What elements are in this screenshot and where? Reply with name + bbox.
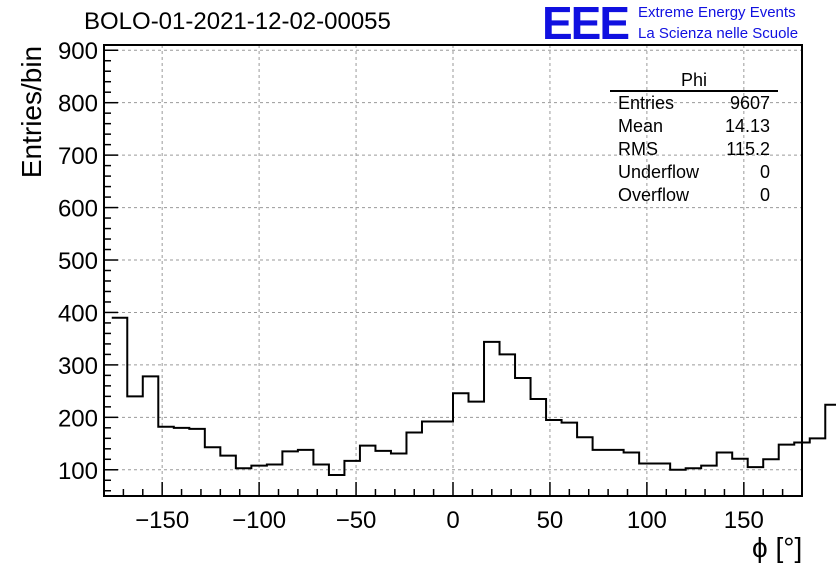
histogram-bin: [189, 429, 205, 496]
stats-row-overflow: Overflow 0: [610, 184, 778, 207]
stats-row-entries: Entries 9607: [610, 92, 778, 115]
stats-value: 14.13: [724, 116, 770, 136]
x-tick-label: 150: [724, 507, 764, 534]
histogram-bin: [515, 378, 531, 496]
y-tick-label: 800: [58, 91, 98, 118]
logo-line-1: Extreme Energy Events: [638, 4, 796, 21]
histogram-bin: [624, 452, 640, 496]
x-tick-label: −100: [232, 507, 286, 534]
eee-logo: EEE: [542, 0, 630, 49]
histogram-bin: [732, 459, 748, 496]
y-tick-label: 200: [58, 405, 98, 432]
histogram-bin: [577, 437, 593, 496]
histogram-bin: [655, 463, 671, 496]
y-tick-label: 100: [58, 458, 98, 485]
histogram-bin: [437, 422, 453, 496]
stats-value: 9607: [729, 93, 770, 113]
histogram-bin: [236, 468, 252, 496]
stats-title: Phi: [610, 70, 778, 92]
histogram-bin: [748, 467, 764, 496]
y-tick-label: 400: [58, 300, 98, 327]
histogram-bin: [360, 446, 376, 496]
histogram-bin: [469, 402, 485, 496]
histogram-bin: [484, 342, 500, 496]
histogram-bin: [267, 465, 283, 496]
histogram-bin: [220, 456, 236, 496]
histogram-bin: [686, 468, 702, 496]
stats-value: 0: [759, 185, 770, 205]
histogram-bin: [298, 450, 314, 496]
x-tick-label: 50: [537, 507, 564, 534]
histogram-bin: [701, 466, 717, 496]
stats-label: Overflow: [618, 185, 690, 205]
histogram-bin: [794, 443, 802, 496]
y-axis-label: Entries/bin: [16, 45, 47, 179]
histogram-bin: [562, 423, 578, 496]
histogram-bin: [763, 459, 779, 496]
stats-row-underflow: Underflow 0: [610, 161, 778, 184]
histogram-bin: [670, 470, 686, 496]
histogram-bin: [391, 454, 407, 496]
x-tick-label: 0: [446, 507, 459, 534]
stats-row-rms: RMS 115.2: [610, 138, 778, 161]
histogram-bin: [779, 445, 795, 496]
histogram-bin: [500, 354, 516, 496]
histogram-bin: [593, 450, 609, 496]
x-axis-label: ϕ [°]: [752, 532, 803, 563]
histogram-bin: [453, 393, 469, 496]
histogram-line: [111, 316, 836, 477]
y-tick-label: 600: [58, 196, 98, 223]
stats-label: RMS: [618, 139, 658, 159]
stats-label: Entries: [618, 93, 675, 113]
x-tick-label: −150: [135, 507, 189, 534]
x-tick-label: −50: [336, 507, 377, 534]
histogram-bin: [205, 447, 221, 496]
logo-line-2: La Scienza nelle Scuole: [638, 25, 799, 42]
histogram-bin: [422, 422, 438, 496]
histogram-bin: [344, 461, 360, 496]
y-tick-label: 300: [58, 353, 98, 380]
chart-title: BOLO-01-2021-12-02-00055: [84, 8, 391, 35]
histogram-bin: [158, 427, 174, 496]
stats-label: Mean: [618, 116, 664, 136]
stats-row-mean: Mean 14.13: [610, 115, 778, 138]
y-tick-label: 900: [58, 38, 98, 65]
stats-value: 115.2: [726, 139, 770, 159]
stats-value: 0: [759, 162, 770, 182]
histogram-bin: [406, 433, 422, 496]
histogram-bin: [546, 420, 562, 496]
histogram-bin: [282, 451, 298, 496]
y-tick-label: 700: [58, 143, 98, 170]
histogram-bin: [127, 396, 143, 496]
histogram-bin: [143, 376, 159, 496]
histogram-bin: [375, 451, 391, 496]
stats-label: Underflow: [618, 162, 700, 182]
stats-box: Phi Entries 9607 Mean 14.13 RMS 115.2 Under…: [610, 70, 778, 207]
histogram-bin: [531, 399, 547, 496]
histogram-bin: [313, 465, 329, 496]
y-tick-label: 500: [58, 248, 98, 275]
x-tick-label: 100: [627, 507, 667, 534]
histogram-bin: [174, 428, 190, 496]
histogram-bin: [608, 450, 624, 496]
